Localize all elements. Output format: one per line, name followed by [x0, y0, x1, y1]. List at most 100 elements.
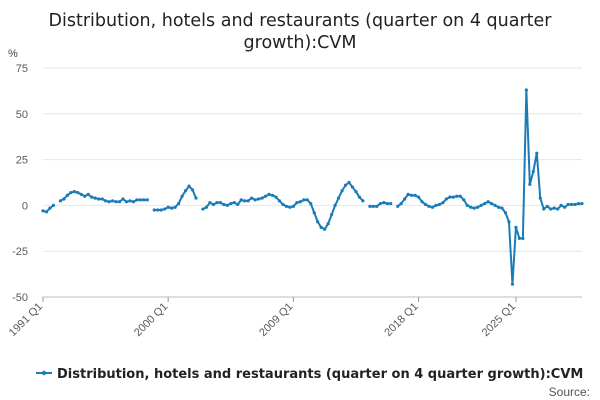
- y-tick-label: 25: [16, 155, 28, 167]
- data-point: [142, 198, 146, 202]
- data-point: [406, 192, 410, 197]
- data-point: [486, 200, 490, 204]
- data-point: [239, 198, 243, 202]
- data-point: [556, 207, 560, 211]
- data-point: [510, 282, 515, 286]
- data-point: [500, 206, 504, 210]
- data-point: [465, 203, 469, 207]
- data-point: [333, 203, 337, 207]
- data-point: [382, 201, 386, 205]
- data-point: [152, 208, 156, 212]
- y-tick-label: -50: [12, 292, 28, 304]
- data-point: [479, 203, 483, 207]
- data-point: [340, 189, 344, 193]
- data-point: [159, 208, 163, 212]
- data-point: [469, 205, 473, 209]
- chart-title-line-1: Distribution, hotels and restaurants (qu…: [49, 11, 553, 31]
- data-point: [90, 195, 94, 199]
- data-point: [298, 200, 302, 204]
- y-tick-label: 75: [16, 63, 28, 75]
- data-point: [399, 201, 403, 206]
- data-point: [117, 200, 122, 204]
- data-point: [507, 220, 511, 224]
- x-tick-label: 2009 Q1: [257, 301, 295, 339]
- data-point: [441, 201, 445, 205]
- data-point: [336, 196, 341, 200]
- data-point: [528, 182, 532, 186]
- data-point: [580, 201, 584, 206]
- data-point: [455, 194, 459, 198]
- x-tick-label: 2000 Q1: [132, 301, 170, 339]
- data-point: [229, 201, 233, 206]
- series-line-segment: [397, 88, 582, 286]
- data-point: [204, 205, 209, 209]
- data-point: [51, 203, 56, 207]
- data-point: [180, 194, 184, 198]
- data-point: [483, 201, 487, 206]
- data-point: [100, 197, 104, 201]
- data-point: [138, 198, 142, 202]
- data-point: [58, 199, 62, 203]
- data-point: [493, 203, 497, 207]
- x-tick-label: 2018 Q1: [382, 301, 420, 339]
- chart-title-line-2: growth):CVM: [244, 33, 357, 53]
- data-point: [427, 204, 431, 208]
- data-point: [250, 196, 254, 200]
- data-point: [437, 202, 442, 207]
- data-point: [476, 205, 480, 209]
- data-point: [396, 204, 400, 208]
- y-tick-label: 50: [16, 109, 28, 121]
- data-point: [413, 193, 417, 197]
- data-point: [416, 195, 421, 199]
- data-point: [434, 203, 438, 207]
- data-point: [72, 190, 76, 194]
- data-point: [552, 206, 556, 210]
- data-point: [319, 225, 323, 229]
- data-point: [458, 194, 462, 198]
- data-point: [156, 208, 160, 212]
- data-point: [260, 196, 264, 200]
- y-tick-label: -25: [12, 246, 28, 258]
- data-point: [131, 200, 136, 204]
- data-point: [211, 202, 215, 207]
- data-point: [222, 202, 226, 207]
- data-point: [531, 169, 535, 174]
- data-point: [246, 199, 250, 203]
- data-point: [79, 192, 83, 197]
- data-point: [253, 198, 257, 202]
- data-point: [448, 195, 452, 199]
- data-point: [284, 204, 289, 208]
- data-point: [173, 205, 177, 209]
- data-point: [410, 193, 414, 197]
- data-point: [201, 207, 205, 211]
- data-point: [41, 209, 45, 213]
- data-point: [316, 220, 320, 224]
- data-point: [389, 201, 393, 206]
- data-point: [121, 197, 125, 201]
- data-point: [281, 202, 285, 207]
- data-point: [403, 197, 407, 201]
- y-unit-label: %: [8, 48, 18, 60]
- x-tick-label: 1991 Q1: [7, 301, 45, 339]
- data-point: [545, 204, 549, 208]
- data-point: [93, 196, 97, 200]
- data-point: [243, 199, 247, 203]
- data-point: [503, 211, 508, 215]
- data-point: [277, 199, 282, 203]
- data-point: [566, 202, 570, 207]
- data-point: [236, 202, 240, 207]
- data-point: [375, 204, 379, 208]
- data-point: [69, 190, 73, 195]
- data-point: [573, 202, 577, 207]
- y-tick-label: 0: [22, 200, 28, 212]
- data-point: [65, 193, 69, 197]
- data-point: [517, 236, 522, 240]
- data-point: [215, 201, 219, 205]
- data-point: [521, 236, 525, 240]
- data-point: [371, 204, 375, 208]
- data-point: [576, 201, 581, 206]
- data-point: [563, 205, 567, 209]
- data-point: [110, 199, 115, 203]
- data-point: [263, 194, 268, 198]
